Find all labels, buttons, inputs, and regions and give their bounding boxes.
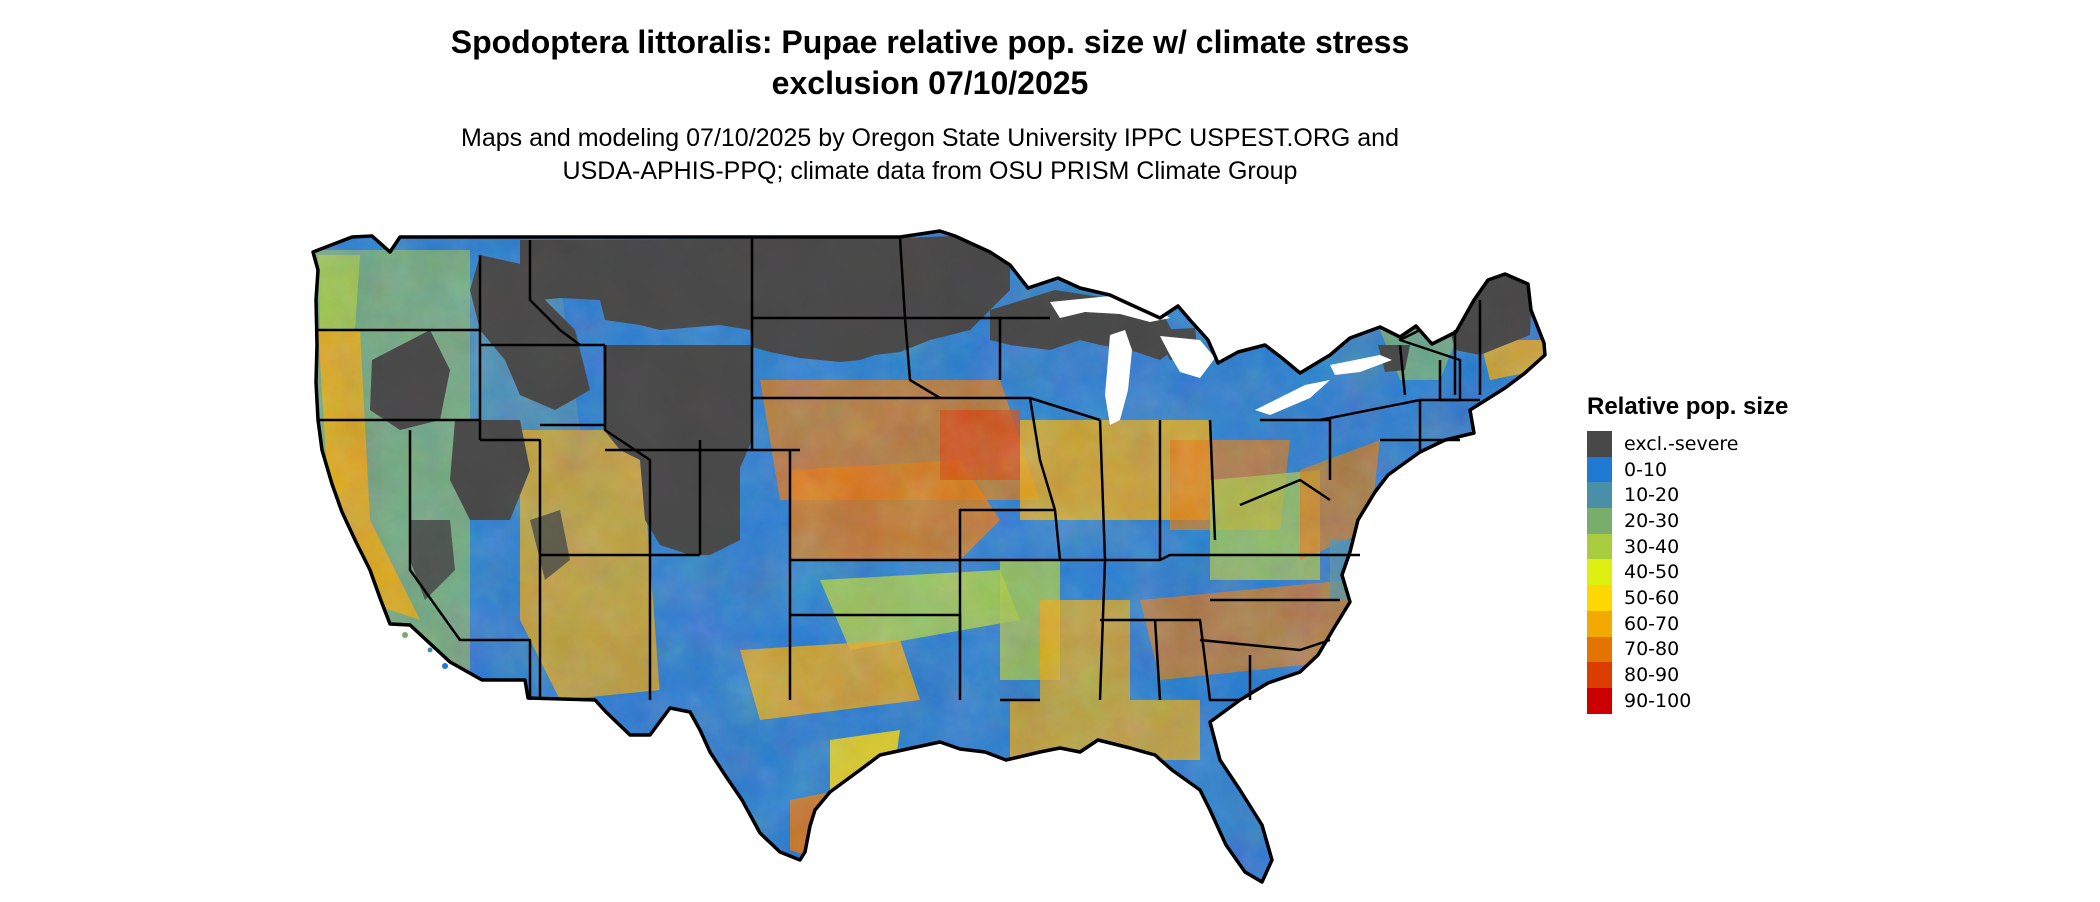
map-title-line-2: exclusion 07/10/2025 <box>771 65 1089 101</box>
legend-label: 80-90 <box>1624 664 1680 687</box>
legend-item: 40-50 <box>1587 559 1788 586</box>
legend-swatch <box>1587 482 1612 509</box>
legend-item: 50-60 <box>1587 585 1788 611</box>
legend-items: excl.-severe 0-10 10-20 20-30 30-40 40-50 50-6… <box>1587 431 1788 714</box>
legend-label: 30-40 <box>1624 535 1680 558</box>
legend-swatch <box>1587 431 1612 457</box>
legend-item: 70-80 <box>1587 636 1788 663</box>
population-raster <box>313 231 1545 882</box>
legend-item: 10-20 <box>1587 482 1788 509</box>
map-subtitle: Maps and modeling 07/10/2025 by Oregon S… <box>0 122 1860 188</box>
legend-label: 90-100 <box>1624 689 1692 712</box>
legend-title: Relative pop. size <box>1587 393 1789 420</box>
map-title: Spodoptera littoralis: Pupae relative po… <box>0 22 1860 104</box>
state-borders <box>318 237 1482 702</box>
legend-swatch <box>1587 610 1612 637</box>
channel-islands <box>402 632 448 669</box>
legend-swatch <box>1587 585 1612 611</box>
legend: Relative pop. size excl.-severe 0-10 10-20… <box>1587 393 1788 714</box>
map-subtitle-line-1: Maps and modeling 07/10/2025 by Oregon S… <box>461 124 1399 152</box>
legend-label: 70-80 <box>1624 638 1680 661</box>
legend-item: 20-30 <box>1587 508 1788 534</box>
legend-swatch <box>1587 533 1612 560</box>
legend-label: 0-10 <box>1624 458 1668 481</box>
legend-label: 40-50 <box>1624 561 1680 584</box>
legend-item: 30-40 <box>1587 533 1788 560</box>
great-lakes <box>1050 296 1392 425</box>
legend-label: 60-70 <box>1624 612 1680 635</box>
map-title-line-1: Spodoptera littoralis: Pupae relative po… <box>450 24 1410 60</box>
legend-item: excl.-severe <box>1587 431 1788 457</box>
legend-swatch <box>1587 456 1612 483</box>
legend-swatch <box>1587 508 1612 534</box>
map-subtitle-line-2: USDA-APHIS-PPQ; climate data from OSU PR… <box>562 157 1298 185</box>
legend-item: 60-70 <box>1587 610 1788 637</box>
legend-label: excl.-severe <box>1624 432 1739 455</box>
legend-label: 50-60 <box>1624 586 1680 609</box>
legend-item: 0-10 <box>1587 456 1788 483</box>
legend-swatch <box>1587 687 1612 714</box>
legend-label: 20-30 <box>1624 509 1680 532</box>
legend-swatch <box>1587 662 1612 688</box>
us-population-map <box>311 229 1547 884</box>
legend-swatch <box>1587 636 1612 663</box>
legend-item: 80-90 <box>1587 662 1788 688</box>
legend-item: 90-100 <box>1587 687 1788 714</box>
legend-swatch <box>1587 559 1612 586</box>
legend-label: 10-20 <box>1624 484 1680 507</box>
